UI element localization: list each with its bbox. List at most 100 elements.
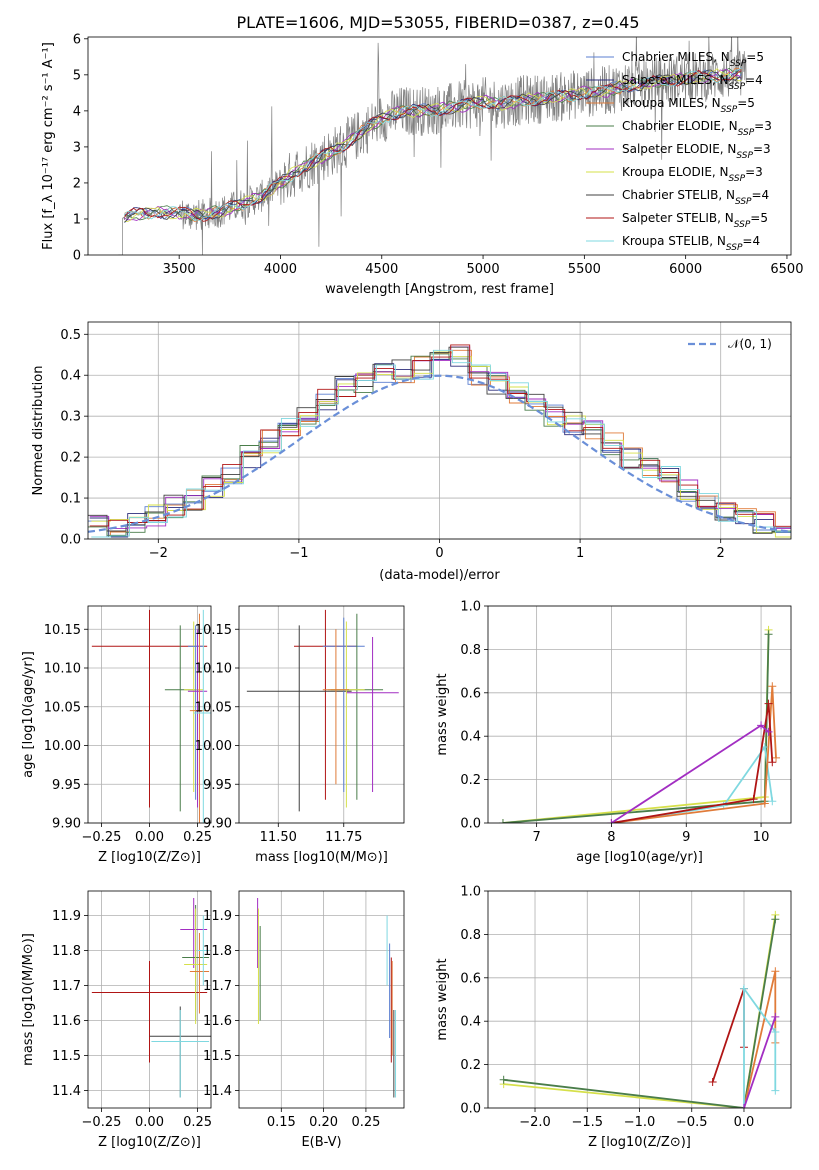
plus-marker [607,819,616,823]
y-tick-label: 9.90 [52,817,81,832]
residual-histogram [89,346,791,530]
x-tick-label: 5000 [467,262,500,277]
residuals-panel: −2 −1 0 1 2 0.0 0.1 0.2 0.3 0.4 0.5 (data-model)/er… [31,321,792,583]
axes-frame [87,890,212,1109]
x-axis-label: (data-model)/error [379,568,500,583]
y-tick-label: 10.00 [195,739,232,754]
mass-weight-line [503,919,777,1108]
y-tick-label: 11.4 [203,1084,232,1099]
plus-marker [760,799,769,808]
y-tick-label: 3 [73,140,81,155]
y-tick-label: 1.0 [460,600,481,615]
mass-weight-line [502,629,770,823]
x-axis-label: Z [log10(Z/Z⊙)] [98,1135,201,1150]
spectrum-model-line [124,67,742,222]
y-tick-label: 10.10 [44,662,81,677]
y-tick-label: 0.4 [460,1015,481,1030]
y-axis-label: mass weight [435,673,450,755]
y-tick-label: 0.6 [460,971,481,986]
plus-marker [757,721,766,730]
residual-histogram [88,353,791,536]
spectrum-panel: 3500 4000 4500 5000 5500 6000 6500 0 1 2 3 4 5 6 wavel… [41,32,803,297]
x-tick-label: 9 [682,830,690,845]
x-tick-label: −2 [149,546,168,561]
y-tick-label: 5 [73,68,81,83]
y-tick-label: 11.5 [52,1049,81,1064]
y-tick-label: 0.5 [60,328,81,343]
y-tick-label: 0.0 [60,533,81,548]
y-tick-label: 11.9 [52,909,81,924]
figure-title: PLATE=1606, MJD=53055, FIBERID=0387, z=0… [236,13,639,32]
x-tick-label: 0.00 [135,1115,164,1130]
y-tick-label: 0.2 [460,1058,481,1073]
axes-massweight-vs-Z: −2.0 −1.5 −1.0 −0.5 0.0 0.0 0.2 0.4 0.6 0.8 1.0 Z [… [435,885,792,1150]
plus-marker [771,1012,780,1021]
y-tick-label: 11.6 [203,1014,232,1029]
x-tick-label: −1 [289,546,308,561]
axes-spectrum: 3500 4000 4500 5000 5500 6000 6500 0 1 2 3 4 5 6 wavel… [41,32,803,297]
y-axis-label: age [log10(age/yr)] [21,651,36,778]
y-tick-label: 11.9 [203,909,232,924]
axes-frame [487,890,792,1109]
legend-label: Kroupa ELODIE, NSSP=3 [622,165,763,184]
x-tick-label: 0.15 [267,1115,296,1130]
plus-marker [772,753,781,762]
plus-marker [498,819,507,823]
axes-residuals: −2 −1 0 1 2 0.0 0.1 0.2 0.3 0.4 0.5 (data-model)/er… [31,321,792,583]
plus-marker [764,699,773,708]
plus-marker [771,1086,780,1095]
y-tick-label: 0.2 [60,451,81,466]
y-tick-label: 0.4 [460,730,481,745]
y-tick-label: 9.95 [203,778,232,793]
x-tick-label: 0.00 [135,830,164,845]
y-tick-label: 9.95 [52,778,81,793]
plus-marker [768,797,777,806]
plus-marker [749,795,758,804]
residual-histogram [89,344,791,527]
y-axis-label: mass weight [435,958,450,1040]
y-tick-label: 11.4 [52,1084,81,1099]
x-tick-label: 2 [717,546,725,561]
mass-weight-line [743,971,777,1108]
axes-age-vs-Z: −0.25 0.00 0.25 9.90 9.95 10.00 10.05 10.10 10.1… [21,605,212,865]
y-tick-label: 0.8 [460,928,481,943]
y-tick-label: 10.15 [44,623,81,638]
x-tick-label: 5500 [568,262,601,277]
spectrum-model-line [124,69,742,223]
y-tick-label: 11.7 [203,979,232,994]
axes-mass-vs-Z: −0.25 0.00 0.25 11.4 11.5 11.6 11.7 11.8 11.9 Z [… [21,890,212,1150]
plus-marker [771,967,780,976]
x-axis-label: mass [log10(M/M⊙)] [255,850,388,865]
gaussian-curve [88,374,791,533]
y-tick-label: 2 [73,176,81,191]
plus-marker [739,1104,748,1108]
spectrum-model-line [124,67,742,222]
y-axis-label: Flux [f_λ 10⁻¹⁷ erg cm⁻² s⁻¹ A⁻¹] [41,42,56,250]
x-tick-label: 11.50 [260,830,297,845]
x-axis-label: age [log10(age/yr)] [576,850,703,865]
x-tick-label: 3500 [163,262,196,277]
axes-massweight-vs-age: 7 8 9 10 0.0 0.2 0.4 0.6 0.8 1.0 age [log10(age/yr… [435,600,792,865]
x-tick-label: 8 [607,830,615,845]
x-tick-label: 4000 [264,262,297,277]
legend-label: Chabrier STELIB, NSSP=4 [622,188,769,207]
y-tick-label: 10.10 [195,662,232,677]
y-tick-label: 11.8 [52,944,81,959]
y-tick-label: 0.4 [60,369,81,384]
plus-marker [708,1077,717,1086]
residual-histogram [88,346,791,534]
x-tick-label: −0.25 [82,1115,122,1130]
plus-marker [771,915,780,924]
x-tick-label: 6500 [770,262,803,277]
y-tick-label: 9.90 [203,817,232,832]
y-tick-label: 0.8 [460,643,481,658]
plus-marker [768,682,777,691]
residual-histogram [91,349,791,538]
x-tick-label: −1.0 [624,1115,656,1130]
plus-marker [771,1028,780,1037]
x-tick-label: 0.20 [309,1115,338,1130]
x-tick-label: 0.25 [183,1115,212,1130]
x-tick-label: 10 [753,830,770,845]
y-tick-label: 10.15 [195,623,232,638]
